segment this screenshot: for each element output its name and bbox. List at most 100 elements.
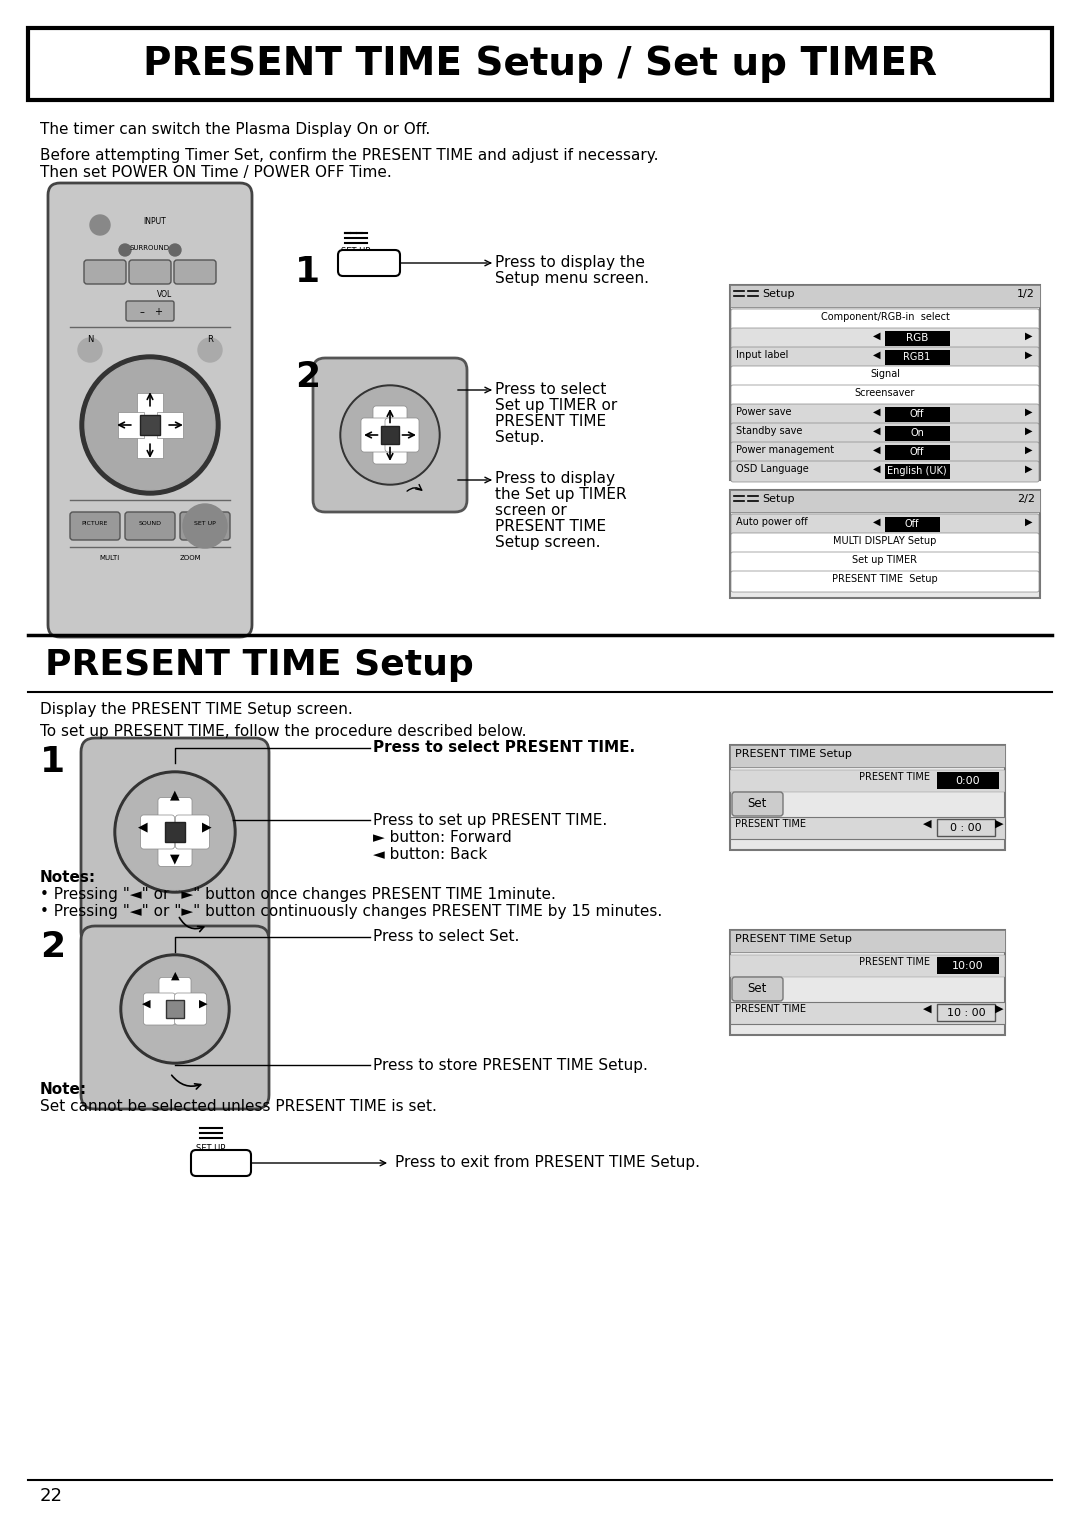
- FancyBboxPatch shape: [731, 461, 1039, 481]
- Bar: [885, 332, 950, 345]
- Text: Auto power off: Auto power off: [735, 516, 808, 527]
- Text: Set: Set: [747, 798, 767, 810]
- Circle shape: [119, 244, 131, 257]
- Text: Then set POWER ON Time / POWER OFF Time.: Then set POWER ON Time / POWER OFF Time.: [40, 165, 392, 180]
- FancyBboxPatch shape: [373, 406, 407, 440]
- Bar: [730, 931, 1005, 1034]
- FancyBboxPatch shape: [129, 260, 171, 284]
- Bar: [885, 426, 950, 442]
- Text: SET UP: SET UP: [194, 521, 216, 526]
- Text: Setup screen.: Setup screen.: [495, 535, 600, 550]
- Text: Setup menu screen.: Setup menu screen.: [495, 270, 649, 286]
- Circle shape: [198, 338, 222, 362]
- FancyBboxPatch shape: [373, 429, 407, 465]
- Text: 1/2: 1/2: [1017, 289, 1035, 299]
- Bar: [937, 1004, 995, 1021]
- Bar: [730, 490, 1040, 597]
- FancyBboxPatch shape: [731, 367, 1039, 387]
- Bar: [885, 406, 950, 422]
- Text: VOL: VOL: [158, 290, 173, 299]
- Text: N: N: [86, 335, 93, 344]
- FancyBboxPatch shape: [81, 738, 269, 946]
- Text: 1: 1: [295, 255, 320, 289]
- Circle shape: [90, 215, 110, 235]
- Text: ▶: ▶: [1025, 406, 1032, 417]
- FancyBboxPatch shape: [144, 993, 175, 1025]
- FancyBboxPatch shape: [175, 993, 206, 1025]
- Text: To set up PRESENT TIME, follow the procedure described below.: To set up PRESENT TIME, follow the proce…: [40, 724, 527, 740]
- Text: Off: Off: [909, 410, 924, 419]
- Text: PRESENT TIME: PRESENT TIME: [735, 1004, 806, 1015]
- Bar: [885, 350, 950, 365]
- Text: PRESENT TIME Setup / Set up TIMER: PRESENT TIME Setup / Set up TIMER: [143, 44, 937, 83]
- Text: ◀: ◀: [873, 406, 880, 417]
- Text: +: +: [154, 307, 162, 316]
- FancyBboxPatch shape: [191, 1151, 251, 1177]
- Text: MULTI DISPLAY Setup: MULTI DISPLAY Setup: [834, 536, 936, 545]
- Circle shape: [117, 775, 233, 889]
- Text: 10:00: 10:00: [953, 961, 984, 970]
- Text: MULTI: MULTI: [99, 555, 120, 561]
- Text: ► button: Forward: ► button: Forward: [373, 830, 512, 845]
- Text: PRESENT TIME Setup: PRESENT TIME Setup: [45, 648, 474, 681]
- Bar: [381, 426, 399, 445]
- Text: Set up TIMER or: Set up TIMER or: [495, 397, 618, 413]
- Text: Press to select: Press to select: [495, 382, 606, 397]
- Text: ◀: ◀: [873, 445, 880, 455]
- Text: RGB: RGB: [906, 333, 928, 342]
- Text: ▶: ▶: [1025, 445, 1032, 455]
- FancyBboxPatch shape: [731, 442, 1039, 463]
- Text: Press to display the: Press to display the: [495, 255, 645, 270]
- Text: SOUND: SOUND: [138, 521, 162, 526]
- Text: ▶: ▶: [995, 819, 1003, 830]
- Text: Press to set up PRESENT TIME.: Press to set up PRESENT TIME.: [373, 813, 607, 828]
- FancyBboxPatch shape: [731, 423, 1039, 445]
- Bar: [28, 28, 1052, 99]
- Text: The timer can switch the Plasma Display On or Off.: The timer can switch the Plasma Display …: [40, 122, 430, 138]
- Bar: [937, 772, 999, 788]
- FancyBboxPatch shape: [84, 260, 126, 284]
- FancyBboxPatch shape: [159, 978, 191, 1010]
- Text: Screensaver: Screensaver: [854, 388, 915, 397]
- Circle shape: [78, 338, 102, 362]
- FancyBboxPatch shape: [175, 814, 210, 850]
- FancyBboxPatch shape: [313, 358, 467, 512]
- Text: Input label: Input label: [735, 350, 788, 361]
- Text: PRESENT TIME: PRESENT TIME: [859, 957, 930, 967]
- Text: Press to exit from PRESENT TIME Setup.: Press to exit from PRESENT TIME Setup.: [395, 1155, 700, 1170]
- Bar: [730, 746, 1005, 767]
- Text: –: –: [139, 307, 145, 316]
- Text: SET UP: SET UP: [197, 1144, 226, 1154]
- Text: Set cannot be selected unless PRESENT TIME is set.: Set cannot be selected unless PRESENT TI…: [40, 1099, 437, 1114]
- FancyBboxPatch shape: [731, 329, 1039, 348]
- Text: Setup: Setup: [762, 289, 795, 299]
- Circle shape: [342, 387, 438, 483]
- FancyBboxPatch shape: [731, 403, 1039, 425]
- Text: Set up TIMER: Set up TIMER: [852, 555, 918, 565]
- FancyBboxPatch shape: [361, 419, 395, 452]
- Text: Power management: Power management: [735, 445, 834, 455]
- FancyBboxPatch shape: [48, 183, 252, 637]
- Bar: [730, 490, 1040, 512]
- FancyBboxPatch shape: [731, 347, 1039, 368]
- Text: ▶: ▶: [1025, 516, 1032, 527]
- Text: ▶: ▶: [202, 821, 212, 833]
- Bar: [730, 955, 1005, 976]
- Bar: [140, 416, 160, 435]
- Text: ▶: ▶: [1025, 332, 1032, 341]
- Bar: [730, 770, 1005, 792]
- Text: 10 : 00: 10 : 00: [947, 1008, 985, 1018]
- Text: ◀: ◀: [873, 426, 880, 435]
- Text: 2/2: 2/2: [1017, 494, 1035, 504]
- Text: PRESENT TIME Setup: PRESENT TIME Setup: [735, 749, 852, 759]
- Bar: [157, 413, 183, 439]
- Text: PRESENT TIME: PRESENT TIME: [735, 819, 806, 830]
- Circle shape: [80, 354, 220, 495]
- FancyBboxPatch shape: [180, 512, 230, 539]
- Bar: [118, 413, 144, 439]
- Text: Press to display: Press to display: [495, 471, 615, 486]
- Text: PRESENT TIME Setup: PRESENT TIME Setup: [735, 934, 852, 944]
- Text: Press to select PRESENT TIME.: Press to select PRESENT TIME.: [373, 740, 635, 755]
- Text: PRESENT TIME: PRESENT TIME: [495, 520, 606, 533]
- Circle shape: [340, 385, 440, 484]
